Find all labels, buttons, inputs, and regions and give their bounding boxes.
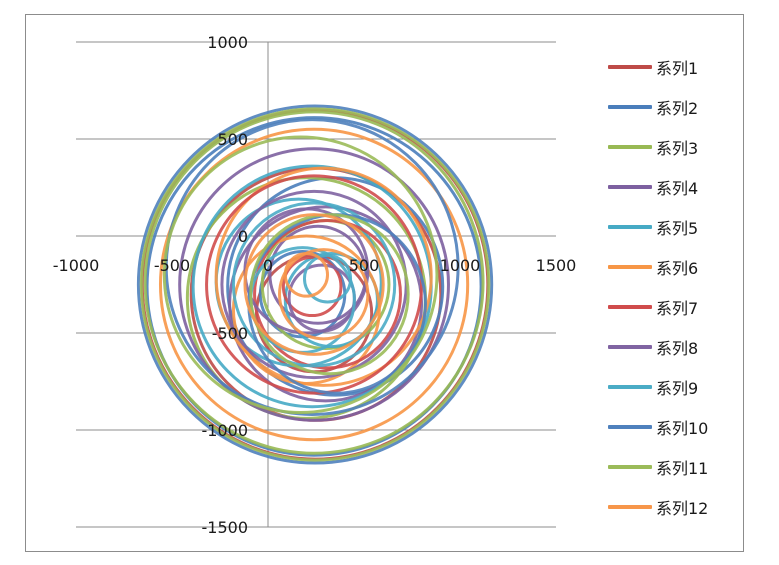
- legend-item-6: 系列6: [608, 247, 738, 287]
- y-tick-labels: 1000 500 0 -500 -1000 -1500: [202, 33, 249, 537]
- legend-swatch: [608, 265, 652, 269]
- y-tick-label: -1000: [202, 421, 249, 440]
- legend-item-11: 系列11: [608, 447, 738, 487]
- series-loop: [214, 166, 433, 387]
- x-tick-label: -1000: [53, 256, 100, 275]
- series-12-curve: [243, 213, 385, 356]
- legend-item-12: 系列12: [608, 487, 738, 527]
- series-loop: [283, 251, 330, 298]
- series-loop: [231, 201, 397, 368]
- series-7-curve: [205, 174, 424, 395]
- legend-item-3: 系列3: [608, 127, 738, 167]
- legend-item-5: 系列5: [608, 207, 738, 247]
- series-loop: [145, 116, 483, 457]
- legend-swatch: [608, 425, 652, 429]
- x-tick-labels: -1000 -500 0 500 1000 1500: [53, 256, 577, 275]
- x-tick-label: 1000: [440, 256, 481, 275]
- x-tick-label: 500: [349, 256, 380, 275]
- legend-label: 系列1: [656, 59, 699, 78]
- series-loop: [136, 104, 494, 465]
- x-tick-label: 1500: [536, 256, 577, 275]
- legend-item-9: 系列9: [608, 367, 738, 407]
- series-loop: [302, 253, 353, 304]
- legend-swatch: [608, 65, 652, 69]
- legend-swatch: [608, 465, 652, 469]
- series-loop: [243, 213, 385, 356]
- legend-label: 系列4: [656, 179, 699, 198]
- legend-swatch: [608, 505, 652, 509]
- series-loop: [278, 248, 370, 341]
- legend-swatch: [608, 345, 652, 349]
- x-tick-label: 0: [263, 256, 273, 275]
- series-loop: [253, 218, 402, 370]
- series-loop: [162, 135, 439, 415]
- legend-swatch: [608, 305, 652, 309]
- legend-swatch: [608, 185, 652, 189]
- y-tick-label: 0: [238, 227, 248, 246]
- legend-item-8: 系列8: [608, 327, 738, 367]
- y-tick-label: 1000: [207, 33, 248, 52]
- series-11-curve: [139, 107, 491, 462]
- legend-label: 系列7: [656, 299, 699, 318]
- legend-label: 系列12: [656, 499, 709, 518]
- legend-label: 系列11: [656, 459, 709, 478]
- series-loop: [249, 213, 410, 376]
- legend-item-1: 系列1: [608, 47, 738, 87]
- series-loop: [158, 127, 470, 442]
- series-curves: [136, 104, 494, 465]
- series-loop: [228, 205, 424, 403]
- legend-label: 系列6: [656, 259, 699, 278]
- x-tick-label: -500: [154, 256, 190, 275]
- legend-label: 系列9: [656, 379, 699, 398]
- series-loop: [164, 118, 460, 416]
- legend-label: 系列5: [656, 219, 699, 238]
- series-loop: [281, 255, 343, 318]
- series-loop: [268, 224, 368, 325]
- legend-label: 系列10: [656, 419, 709, 438]
- legend-label: 系列8: [656, 339, 699, 358]
- legend-swatch: [608, 225, 652, 229]
- legend-label: 系列3: [656, 139, 699, 158]
- legend-swatch: [608, 105, 652, 109]
- series-4-curve: [178, 147, 450, 422]
- legend-swatch: [608, 145, 652, 149]
- series-loop: [205, 174, 424, 395]
- series-loop: [178, 147, 450, 422]
- legend: 系列1 系列2 系列3 系列4 系列5 系列6 系列7 系列8 系列9 系列10 系列11 系列12: [608, 47, 738, 527]
- y-tick-label: 500: [217, 130, 248, 149]
- y-tick-label: -500: [212, 324, 248, 343]
- legend-item-2: 系列2: [608, 87, 738, 127]
- legend-item-10: 系列10: [608, 407, 738, 447]
- legend-item-4: 系列4: [608, 167, 738, 207]
- series-loop: [143, 110, 485, 455]
- legend-item-7: 系列7: [608, 287, 738, 327]
- legend-swatch: [608, 385, 652, 389]
- legend-label: 系列2: [656, 99, 699, 118]
- series-loop: [139, 107, 491, 462]
- gridlines: [76, 41, 556, 528]
- y-tick-label: -1500: [202, 518, 249, 537]
